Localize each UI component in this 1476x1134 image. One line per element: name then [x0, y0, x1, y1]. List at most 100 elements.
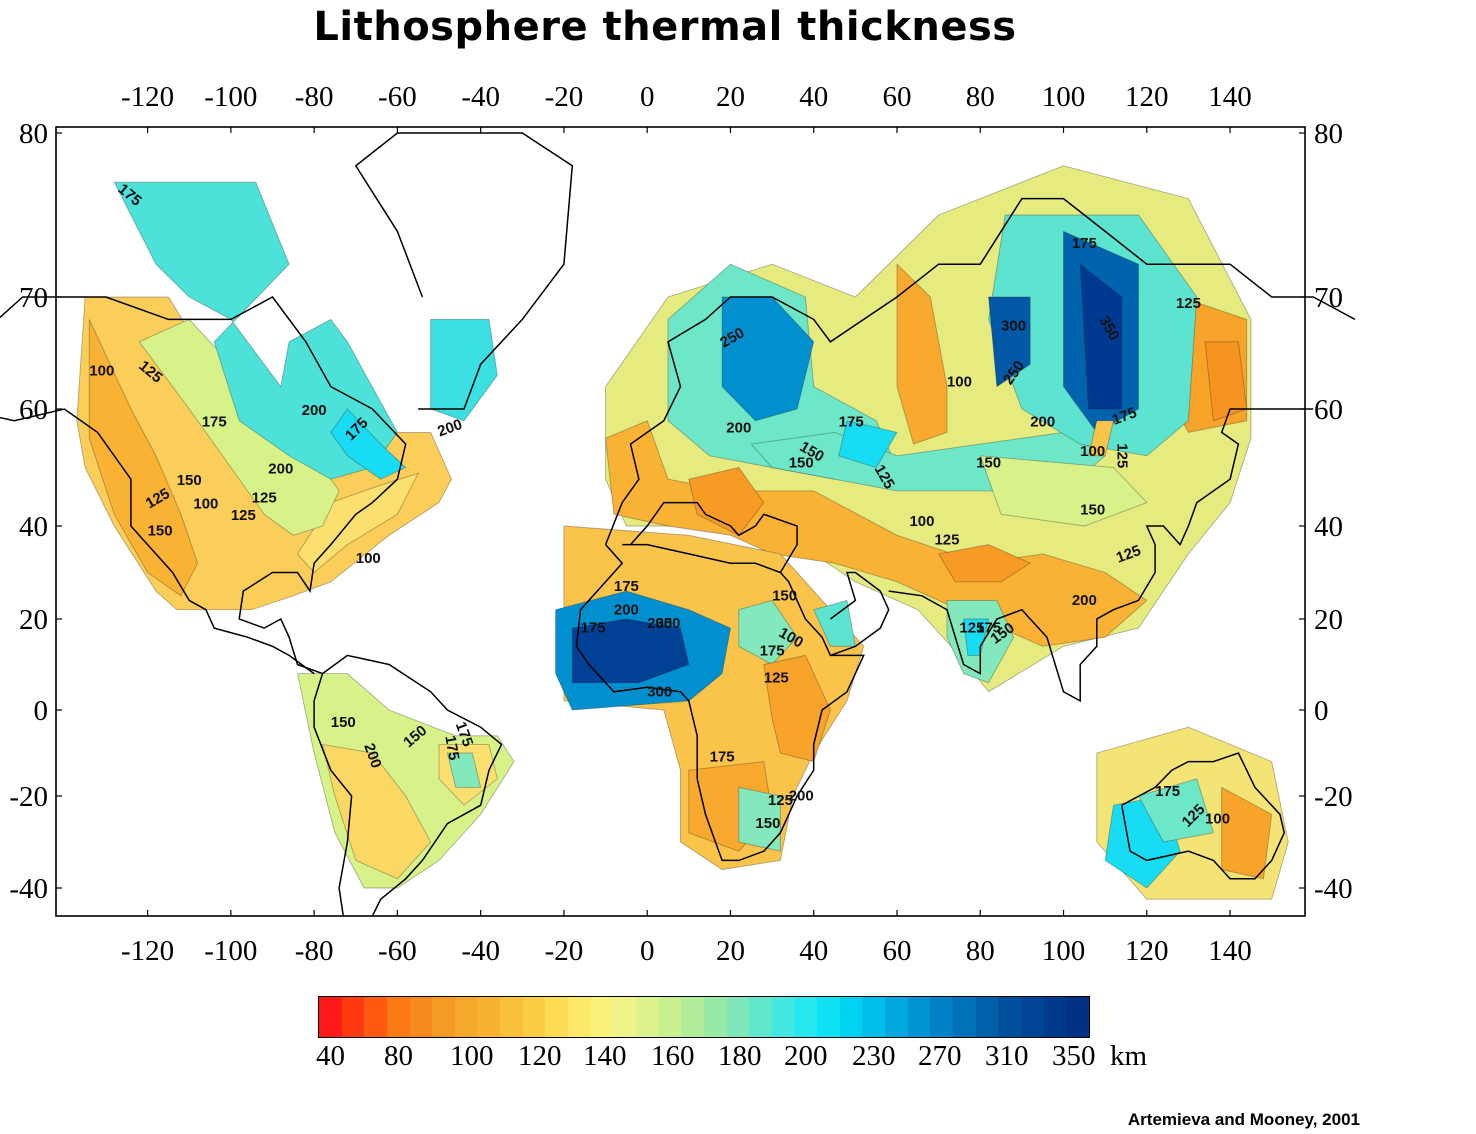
colorbar-cell	[636, 997, 659, 1037]
contour-label: 125	[1176, 295, 1201, 312]
x-tick-label-bottom: 140	[1208, 935, 1252, 967]
y-tick-label-right: 20	[1314, 604, 1343, 636]
colorbar-tick-label: 80	[384, 1040, 413, 1073]
contour-label: 100	[947, 374, 972, 391]
contour-label: 175	[1072, 235, 1097, 252]
contour-label: 100	[909, 513, 934, 530]
colorbar-tick-label: 180	[718, 1040, 762, 1073]
x-tick-label-top: 20	[716, 81, 745, 113]
x-tick-label-bottom: 0	[640, 935, 655, 967]
colorbar-cell	[591, 997, 614, 1037]
contour-label: 150	[1080, 501, 1105, 518]
contour-label: 150	[331, 714, 356, 731]
colorbar-cell	[1021, 997, 1044, 1037]
x-tick-label-bottom: 80	[966, 935, 995, 967]
contour-label: 100	[1205, 811, 1230, 828]
colorbar-cell	[1044, 997, 1067, 1037]
contour-label: 150	[976, 455, 1001, 472]
colorbar-cell	[976, 997, 999, 1037]
contour-label: 150	[148, 522, 173, 539]
contour-label: 175	[614, 578, 639, 595]
colorbar-tick-label: 270	[918, 1040, 962, 1073]
colorbar-cell	[794, 997, 817, 1037]
colorbar-cell	[681, 997, 704, 1037]
contour-label: 200	[1072, 592, 1097, 609]
colorbar-cell	[885, 997, 908, 1037]
colorbar-tick-label: 350	[1052, 1040, 1096, 1073]
colorbar-cell	[523, 997, 546, 1037]
colorbar-cell	[342, 997, 365, 1037]
x-tick-label-bottom: -120	[121, 935, 174, 967]
colorbar-cell	[387, 997, 410, 1037]
colorbar-cell	[568, 997, 591, 1037]
contour-label: 200	[302, 402, 327, 419]
y-tick-label-left: 70	[19, 282, 48, 314]
y-tick-label-left: 20	[19, 604, 48, 636]
x-tick-label-top: -20	[545, 81, 584, 113]
x-tick-label-bottom: -40	[461, 935, 500, 967]
y-tick-label-left: 0	[34, 695, 49, 727]
colorbar-tick-label: 310	[985, 1040, 1029, 1073]
contour-label: 125	[1114, 443, 1131, 468]
contour-label: 300	[647, 683, 672, 700]
colorbar-cell	[862, 997, 885, 1037]
x-tick-label-top: 0	[640, 81, 655, 113]
colorbar-cell	[930, 997, 953, 1037]
x-tick-label-bottom: -100	[204, 935, 257, 967]
y-tick-label-left: -20	[9, 781, 48, 813]
contour-label: 150	[755, 815, 780, 832]
contour-label: 125	[934, 532, 959, 549]
colorbar-tick-label: 40	[316, 1040, 345, 1073]
thickness-patch	[431, 319, 498, 420]
y-tick-label-right: 60	[1314, 394, 1343, 426]
y-tick-label-left: -40	[9, 873, 48, 905]
x-tick-label-top: -60	[378, 81, 417, 113]
colorbar	[318, 996, 1090, 1038]
thickness-field	[77, 166, 1289, 899]
colorbar-cell	[364, 997, 387, 1037]
x-tick-label-bottom: 100	[1042, 935, 1086, 967]
colorbar-tick-label: 120	[518, 1040, 562, 1073]
colorbar-cell	[545, 997, 568, 1037]
colorbar-cell	[704, 997, 727, 1037]
x-tick-label-bottom: -80	[295, 935, 334, 967]
contour-label: 125	[959, 620, 984, 637]
x-tick-label-bottom: -20	[545, 935, 584, 967]
x-tick-label-bottom: 120	[1125, 935, 1169, 967]
contour-label: 175	[839, 414, 864, 431]
colorbar-cell	[840, 997, 863, 1037]
contour-label: 175	[202, 414, 227, 431]
contour-label: 200	[268, 460, 293, 477]
colorbar-cell	[500, 997, 523, 1037]
y-tick-label-right: 80	[1314, 118, 1343, 150]
x-tick-label-bottom: -60	[378, 935, 417, 967]
x-tick-label-top: -120	[121, 81, 174, 113]
contour-label: 200	[789, 788, 814, 805]
colorbar-cell	[772, 997, 795, 1037]
x-tick-label-top: 60	[882, 81, 911, 113]
x-tick-label-top: -80	[295, 81, 334, 113]
colorbar-cell	[613, 997, 636, 1037]
colorbar-cell	[953, 997, 976, 1037]
colorbar-tick-label: 160	[651, 1040, 695, 1073]
colorbar-cell	[477, 997, 500, 1037]
y-tick-label-left: 40	[19, 511, 48, 543]
contour-label: 175	[760, 642, 785, 659]
contour-label: 100	[1080, 443, 1105, 460]
x-tick-label-top: 120	[1125, 81, 1169, 113]
contour-label: 200	[614, 601, 639, 618]
x-tick-label-top: 80	[966, 81, 995, 113]
contour-label: 125	[252, 490, 277, 507]
contour-label: 125	[231, 507, 256, 524]
contour-label: 175	[1155, 783, 1180, 800]
x-tick-label-top: 100	[1042, 81, 1086, 113]
contour-label: 175	[581, 620, 606, 637]
colorbar-tick-label: 230	[852, 1040, 896, 1073]
contour-label: 100	[356, 550, 381, 567]
colorbar-cell	[817, 997, 840, 1037]
x-tick-label-bottom: 40	[799, 935, 828, 967]
y-tick-label-right: -20	[1314, 781, 1353, 813]
colorbar-cell	[659, 997, 682, 1037]
contour-label: 150	[772, 587, 797, 604]
